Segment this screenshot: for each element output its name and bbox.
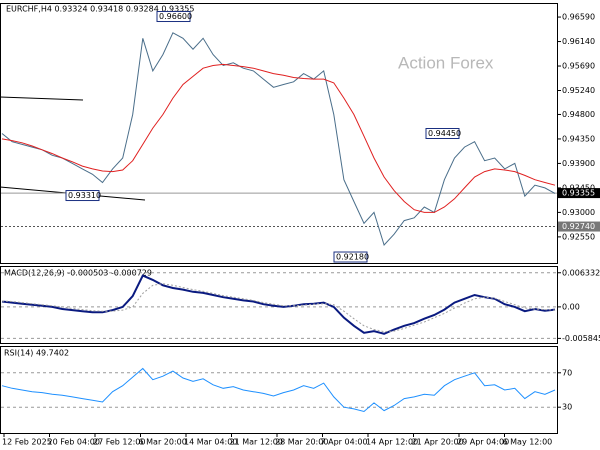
annotation-label: 0.96600 <box>159 12 192 21</box>
annotation-box <box>333 251 368 263</box>
y-tick-label: 0.006332 <box>562 268 600 277</box>
annotation-label: 0.92180 <box>336 253 369 262</box>
price-label: 0.92740 <box>562 222 595 231</box>
series-line <box>1 274 556 335</box>
x-tick-label: 21 Apr 20:00 <box>412 438 464 447</box>
y-tick-label: 0.96140 <box>562 37 595 46</box>
price-label-box <box>558 188 600 199</box>
y-tick-label: 70 <box>562 368 572 377</box>
y-tick-label: 0.00 <box>562 302 580 311</box>
trend-line <box>0 96 84 101</box>
annotation-box <box>425 128 460 139</box>
annotation-label: 0.94450 <box>428 129 461 138</box>
y-tick-label: 0.94350 <box>562 134 595 143</box>
macd-panel <box>0 266 558 344</box>
x-tick-label: 14 Mar 04:00 <box>184 438 237 447</box>
x-tick-label: 7 Apr 04:00 <box>321 438 368 447</box>
y-tick-label: 0.95240 <box>562 86 595 95</box>
price-label: 0.93355 <box>562 189 595 198</box>
chart-title: EURCHF,H4 0.93324 0.93418 0.93284 0.9335… <box>6 5 194 14</box>
y-tick-label: 0.93450 <box>562 183 595 192</box>
x-tick-label: 6 May 12:00 <box>503 438 553 447</box>
watermark: Action Forex <box>398 53 494 72</box>
y-tick-label: 0.96590 <box>562 13 595 22</box>
x-tick-label: 29 Apr 04:00 <box>457 438 509 447</box>
series-line <box>1 283 556 333</box>
x-tick-label: 14 Apr 12:00 <box>366 438 418 447</box>
series-line <box>1 32 556 246</box>
y-tick-label: 30 <box>562 403 572 412</box>
y-tick-label: 0.93000 <box>562 208 595 217</box>
annotation-box <box>65 190 100 202</box>
y-tick-label: 0.92550 <box>562 232 595 241</box>
panel-title: RSI(14) 49.7402 <box>4 349 69 358</box>
panel-title: MACD(12,26,9) -0.000503 -0.000729 <box>4 269 152 278</box>
x-tick-label: 21 Mar 12:00 <box>230 438 283 447</box>
x-tick-label: 6 Mar 20:00 <box>139 438 187 447</box>
series-line <box>1 367 556 413</box>
y-tick-label: 0.95690 <box>562 62 595 71</box>
y-tick-label: 0.93900 <box>562 159 595 168</box>
price-label-box <box>558 221 600 232</box>
annotation-label: 0.93310 <box>68 191 101 200</box>
annotation-box <box>156 11 191 23</box>
series-line <box>1 63 556 213</box>
x-tick-label: 28 Mar 20:00 <box>275 438 328 447</box>
x-tick-label: 27 Feb 12:00 <box>93 438 145 447</box>
price-panel <box>0 3 558 264</box>
rsi-panel <box>0 346 558 434</box>
y-tick-label: -0.005845 <box>562 334 600 343</box>
x-tick-label: 20 Feb 04:00 <box>48 438 100 447</box>
x-tick-label: 12 Feb 2025 <box>2 438 52 447</box>
y-tick-label: 0.94800 <box>562 110 595 119</box>
